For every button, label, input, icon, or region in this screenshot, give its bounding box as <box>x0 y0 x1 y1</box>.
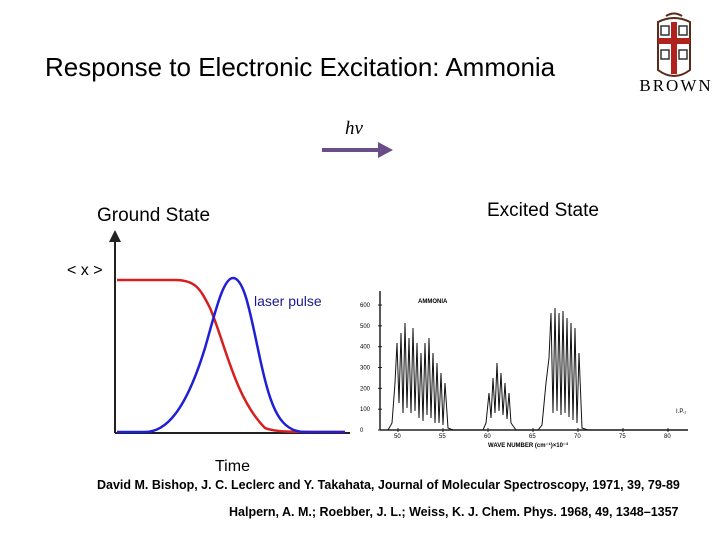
spectrum-x-tick-label: 70 <box>574 434 581 440</box>
ground-state-label: Ground State <box>97 205 211 226</box>
excitation-arrow <box>322 142 393 158</box>
spectrum-y-tick-label: 0 <box>360 428 364 434</box>
position-vs-time-plot: < x > Time <box>67 230 350 475</box>
spectrum-y-tick-label: 200 <box>360 386 371 392</box>
spectrum-x-tick-label: 55 <box>439 434 446 440</box>
spectrum-x-tick-label: 60 <box>484 434 491 440</box>
ammonia-absorption-spectrum: AMMONIA 0 100 200 300 400 500 600 50 55 60 65 70 75… <box>358 283 698 453</box>
spectrum-trace <box>387 307 688 431</box>
spectrum-title: AMMONIA <box>418 299 448 305</box>
spectrum-y-tick-label: 500 <box>360 324 371 330</box>
spectrum-y-tick-label: 300 <box>360 366 371 372</box>
brown-shield-logo <box>657 12 691 77</box>
x-axis-label: Time <box>215 458 250 475</box>
reference-bishop: David M. Bishop, J. C. Leclerc and Y. Ta… <box>97 478 680 492</box>
slide-title: Response to Electronic Excitation: Ammon… <box>45 52 556 82</box>
spectrum-x-label: WAVE NUMBER (cm⁻¹)×10⁻³ <box>488 442 568 449</box>
reference-halpern: Halpern, A. M.; Roebber, J. L.; Weiss, K… <box>229 505 679 519</box>
ground-state-position-curve <box>117 278 346 434</box>
excited-state-label: Excited State <box>487 200 599 221</box>
spectrum-y-tick-label: 600 <box>360 303 371 309</box>
laser-pulse-label: laser pulse <box>254 293 322 309</box>
y-axis-arrowhead <box>109 230 121 242</box>
excited-state-position-curve <box>117 276 345 434</box>
photon-label: hν <box>345 118 363 139</box>
y-axis-label: < x > <box>67 262 103 279</box>
spectrum-y-tick-label: 400 <box>360 345 371 351</box>
spectrum-y-ticks: 0 100 200 300 400 500 600 <box>360 303 382 434</box>
spectrum-x-tick-label: 80 <box>664 434 671 440</box>
spectrum-annotation: I.P.₁ <box>676 409 686 415</box>
spectrum-x-tick-label: 65 <box>529 434 536 440</box>
spectrum-x-tick-label: 75 <box>619 434 626 440</box>
brown-logo-text: BROWN <box>639 76 713 95</box>
spectrum-y-tick-label: 100 <box>360 407 371 413</box>
spectrum-x-tick-label: 50 <box>394 434 401 440</box>
